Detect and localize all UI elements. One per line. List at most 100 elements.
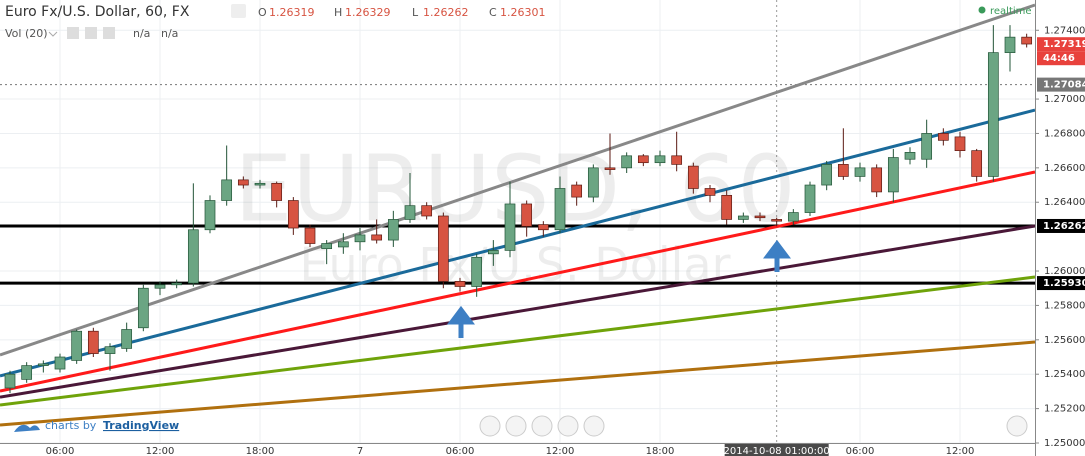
candle-body bbox=[354, 234, 366, 243]
price-label: 1.27084 bbox=[1043, 80, 1085, 91]
x-tick-label: 12:00 bbox=[146, 446, 175, 456]
candle-body bbox=[771, 219, 783, 222]
candle-body bbox=[804, 184, 816, 213]
candle-body bbox=[37, 363, 49, 366]
y-tick-label: 1.26400 bbox=[1044, 197, 1085, 208]
candle-body bbox=[287, 200, 299, 229]
candle-body bbox=[21, 365, 33, 380]
candle-body bbox=[704, 188, 716, 196]
candle-body bbox=[521, 203, 533, 227]
candle-body bbox=[154, 284, 166, 289]
trend-line bbox=[0, 3, 1036, 357]
price-label-bg bbox=[1037, 218, 1085, 233]
zoom-in-button[interactable] bbox=[557, 415, 579, 437]
price-label: 1.25930 bbox=[1043, 278, 1085, 289]
candle-body bbox=[471, 256, 483, 287]
ohlc-value: 1.26301 bbox=[500, 6, 546, 19]
indicator-value: n/a bbox=[133, 27, 150, 40]
go-to-end-button[interactable] bbox=[1006, 415, 1028, 437]
y-tick-label: 1.26000 bbox=[1044, 266, 1085, 277]
x-tick-label: 7 bbox=[357, 446, 363, 456]
countdown: 44:46 bbox=[1043, 53, 1075, 64]
candle-body bbox=[404, 205, 416, 220]
grid bbox=[0, 0, 1035, 444]
x-tick-label: 18:00 bbox=[646, 446, 675, 456]
candle-body bbox=[504, 203, 516, 251]
candle-body bbox=[304, 227, 316, 244]
x-tick-label: 12:00 bbox=[546, 446, 575, 456]
x-tick-label: 06:00 bbox=[846, 446, 875, 456]
candle-body bbox=[937, 133, 949, 141]
icon-button[interactable] bbox=[85, 27, 97, 39]
branding-name[interactable]: TradingView bbox=[103, 419, 179, 432]
candle-body bbox=[221, 179, 233, 201]
ohlc-value: 1.26329 bbox=[345, 6, 391, 19]
time-axis: 06:00 12:00 18:00 7 06:00 12:00 18:00 06:00 12:0… bbox=[0, 443, 1035, 456]
indicator-value: n/a bbox=[161, 27, 178, 40]
y-tick-label: 1.25800 bbox=[1044, 300, 1085, 311]
price-axis: 1.25000 1.25200 1.25400 1.25600 1.25800 1.260… bbox=[1035, 0, 1085, 456]
symbol-title: Euro Fx/U.S. Dollar, 60, FX bbox=[5, 4, 190, 20]
candle-body bbox=[321, 243, 333, 250]
candle-body bbox=[887, 157, 899, 193]
x-tick-label: 12:00 bbox=[946, 446, 975, 456]
candle-body bbox=[871, 167, 883, 193]
ohlc: O 1.26319 H 1.26329 L 1.26262 C 1.26301 bbox=[258, 6, 546, 19]
y-tick-label: 1.25600 bbox=[1044, 335, 1085, 346]
candle-body bbox=[821, 164, 833, 186]
candle-body bbox=[604, 167, 616, 170]
x-tick-label: 18:00 bbox=[246, 446, 275, 456]
candle-body bbox=[554, 188, 566, 231]
trend-line bbox=[0, 340, 1036, 427]
arrow bbox=[447, 305, 475, 338]
candle-body bbox=[637, 155, 649, 164]
candle-body bbox=[254, 182, 266, 186]
y-tick-label: 1.27400 bbox=[1044, 25, 1085, 36]
ohlc-key: C bbox=[489, 6, 497, 19]
candle-body bbox=[587, 167, 599, 198]
y-tick-label: 1.26600 bbox=[1044, 163, 1085, 174]
candle-body bbox=[71, 330, 83, 361]
scroll-left-button[interactable] bbox=[479, 415, 501, 437]
eye-icon[interactable] bbox=[231, 4, 246, 18]
zoom-out-button[interactable] bbox=[505, 415, 527, 437]
candle-body bbox=[121, 329, 133, 349]
candle-body bbox=[654, 155, 666, 164]
icon-button[interactable] bbox=[103, 27, 115, 39]
candle-body bbox=[687, 165, 699, 189]
last-price-bg bbox=[1037, 37, 1085, 52]
dropdown-icon[interactable] bbox=[48, 31, 58, 37]
candle-body bbox=[54, 356, 66, 370]
scroll-right-button[interactable] bbox=[583, 415, 605, 437]
candle-body bbox=[671, 155, 683, 165]
y-tick-label: 1.25400 bbox=[1044, 369, 1085, 380]
candle-body bbox=[4, 373, 16, 389]
icon-button[interactable] bbox=[67, 27, 79, 39]
status: realtime bbox=[990, 6, 1032, 17]
status-dot bbox=[978, 6, 986, 14]
plot bbox=[0, 3, 1036, 427]
logo bbox=[14, 424, 40, 432]
price-label-bg bbox=[1037, 276, 1085, 291]
reset-button[interactable] bbox=[531, 415, 553, 437]
price-label-bg bbox=[1037, 77, 1085, 92]
candle-body bbox=[371, 234, 383, 241]
price-label: 1.26262 bbox=[1043, 221, 1085, 232]
y-tick-label: 1.25200 bbox=[1044, 404, 1085, 415]
candle-body bbox=[104, 346, 116, 354]
y-tick-label: 1.27000 bbox=[1044, 94, 1085, 105]
branding-prefix: charts by bbox=[45, 419, 97, 432]
candle-body bbox=[737, 215, 749, 220]
candle-body bbox=[1004, 36, 1016, 53]
countdown-bg bbox=[1037, 51, 1085, 66]
candle-body bbox=[337, 241, 349, 248]
candle-body bbox=[237, 179, 249, 186]
ohlc-key: L bbox=[412, 6, 419, 19]
candle-body bbox=[787, 212, 799, 222]
y-tick-label: 1.26800 bbox=[1044, 128, 1085, 139]
trend-line bbox=[0, 275, 1036, 407]
y-tick-label: 1.25000 bbox=[1044, 438, 1085, 449]
candle-body bbox=[854, 167, 866, 177]
indicator-name: Vol (20) bbox=[5, 27, 48, 40]
